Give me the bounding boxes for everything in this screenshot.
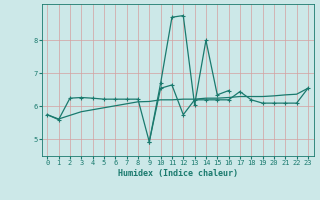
X-axis label: Humidex (Indice chaleur): Humidex (Indice chaleur): [118, 169, 237, 178]
